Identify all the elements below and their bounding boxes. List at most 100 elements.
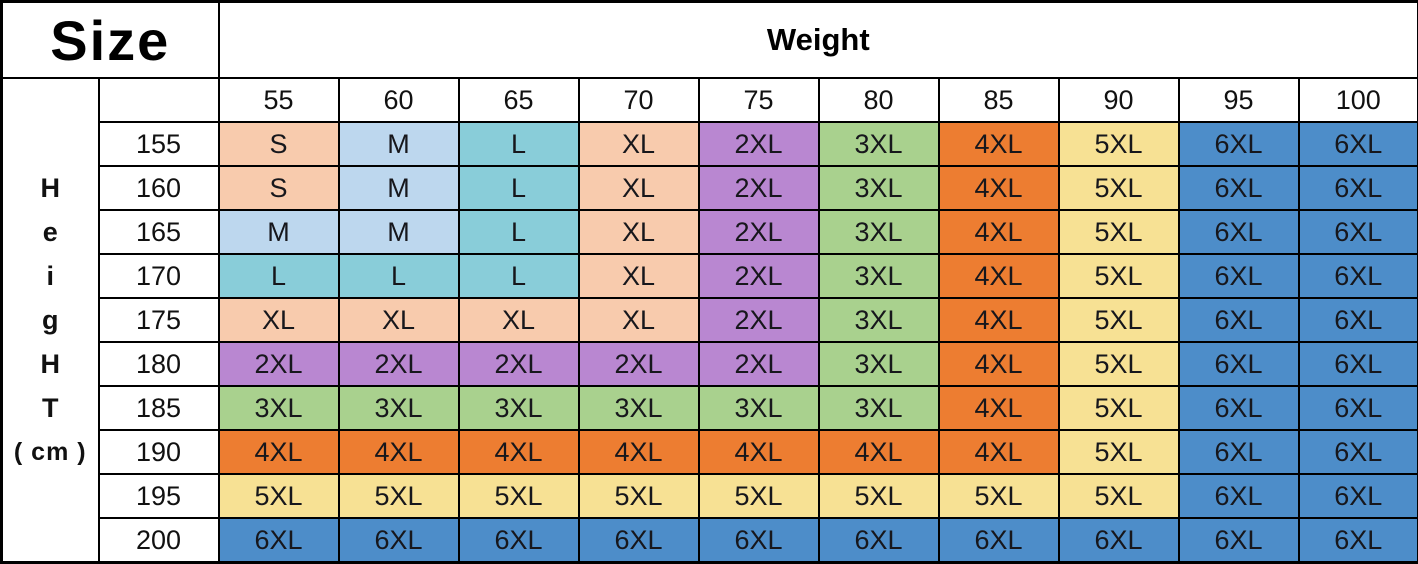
size-cell-h195-w70: 5XL	[577, 473, 700, 520]
size-cell-h170-w90: 5XL	[1057, 253, 1180, 300]
size-cell-h155-w95: 6XL	[1177, 121, 1300, 168]
size-cell-h190-w55: 4XL	[217, 429, 340, 476]
size-cell-h155-w100: 6XL	[1297, 121, 1418, 168]
size-cell-h165-w100: 6XL	[1297, 209, 1418, 256]
size-cell-h180-w100: 6XL	[1297, 341, 1418, 388]
weight-col-header-70: 70	[577, 77, 700, 124]
size-cell-h195-w100: 6XL	[1297, 473, 1418, 520]
size-cell-h175-w70: XL	[577, 297, 700, 344]
height-axis-letter: i	[46, 261, 54, 292]
size-cell-h165-w70: XL	[577, 209, 700, 256]
size-cell-h175-w80: 3XL	[817, 297, 940, 344]
size-cell-h180-w80: 3XL	[817, 341, 940, 388]
height-value-195: 195	[97, 473, 220, 520]
size-cell-h175-w55: XL	[217, 297, 340, 344]
size-cell-h185-w80: 3XL	[817, 385, 940, 432]
size-cell-h180-w95: 6XL	[1177, 341, 1300, 388]
size-cell-h180-w70: 2XL	[577, 341, 700, 388]
size-cell-h185-w60: 3XL	[337, 385, 460, 432]
size-cell-h190-w60: 4XL	[337, 429, 460, 476]
height-axis-letter: ( cm )	[13, 438, 87, 467]
size-cell-h195-w80: 5XL	[817, 473, 940, 520]
height-row-160: 160 S M L XL 2XL 3XL 4XL 5XL 6XL 6XL	[2, 165, 1418, 212]
height-row-155: 155 S M L XL 2XL 3XL 4XL 5XL 6XL 6XL	[2, 121, 1418, 168]
size-cell-h185-w95: 6XL	[1177, 385, 1300, 432]
size-cell-h200-w80: 6XL	[817, 517, 940, 564]
size-cell-h175-w85: 4XL	[937, 297, 1060, 344]
size-cell-h190-w65: 4XL	[457, 429, 580, 476]
size-cell-h160-w100: 6XL	[1297, 165, 1418, 212]
size-cell-h175-w65: XL	[457, 297, 580, 344]
height-row-195: 195 5XL 5XL 5XL 5XL 5XL 5XL 5XL 5XL 6XL 6XL	[2, 473, 1418, 520]
size-cell-h155-w85: 4XL	[937, 121, 1060, 168]
height-axis-letter: H	[40, 349, 61, 380]
height-value-160: 160	[97, 165, 220, 212]
size-cell-h190-w100: 6XL	[1297, 429, 1418, 476]
size-cell-h160-w75: 2XL	[697, 165, 820, 212]
size-cell-h200-w85: 6XL	[937, 517, 1060, 564]
size-cell-h200-w100: 6XL	[1297, 517, 1418, 564]
height-row-185: 185 3XL 3XL 3XL 3XL 3XL 3XL 4XL 5XL 6XL 6XL	[2, 385, 1418, 432]
size-cell-h170-w95: 6XL	[1177, 253, 1300, 300]
height-value-180: 180	[97, 341, 220, 388]
size-cell-h160-w85: 4XL	[937, 165, 1060, 212]
size-cell-h180-w85: 4XL	[937, 341, 1060, 388]
size-cell-h190-w70: 4XL	[577, 429, 700, 476]
size-cell-h195-w75: 5XL	[697, 473, 820, 520]
size-cell-h185-w85: 4XL	[937, 385, 1060, 432]
height-value-175: 175	[97, 297, 220, 344]
height-value-155: 155	[97, 121, 220, 168]
empty-corner-cell	[97, 77, 220, 124]
size-cell-h170-w85: 4XL	[937, 253, 1060, 300]
size-cell-h170-w70: XL	[577, 253, 700, 300]
size-cell-h200-w55: 6XL	[217, 517, 340, 564]
size-cell-h195-w95: 6XL	[1177, 473, 1300, 520]
size-cell-h185-w100: 6XL	[1297, 385, 1418, 432]
size-cell-h170-w80: 3XL	[817, 253, 940, 300]
size-cell-h200-w65: 6XL	[457, 517, 580, 564]
size-cell-h155-w70: XL	[577, 121, 700, 168]
size-cell-h185-w70: 3XL	[577, 385, 700, 432]
height-axis-letter: g	[42, 305, 59, 336]
height-row-165: 165 M M L XL 2XL 3XL 4XL 5XL 6XL 6XL	[2, 209, 1418, 256]
size-cell-h200-w60: 6XL	[337, 517, 460, 564]
size-cell-h170-w55: L	[217, 253, 340, 300]
size-cell-h190-w80: 4XL	[817, 429, 940, 476]
weight-col-header-75: 75	[697, 77, 820, 124]
size-cell-h200-w70: 6XL	[577, 517, 700, 564]
size-cell-h165-w80: 3XL	[817, 209, 940, 256]
size-cell-h160-w65: L	[457, 165, 580, 212]
size-cell-h160-w55: S	[217, 165, 340, 212]
size-cell-h160-w95: 6XL	[1177, 165, 1300, 212]
size-cell-h170-w65: L	[457, 253, 580, 300]
size-cell-h185-w55: 3XL	[217, 385, 340, 432]
size-cell-h165-w60: M	[337, 209, 460, 256]
size-cell-h155-w65: L	[457, 121, 580, 168]
size-cell-h175-w60: XL	[337, 297, 460, 344]
size-cell-h195-w65: 5XL	[457, 473, 580, 520]
size-cell-h180-w65: 2XL	[457, 341, 580, 388]
size-cell-h180-w60: 2XL	[337, 341, 460, 388]
size-cell-h160-w90: 5XL	[1057, 165, 1180, 212]
height-row-180: 180 2XL 2XL 2XL 2XL 2XL 3XL 4XL 5XL 6XL 6XL	[2, 341, 1418, 388]
size-cell-h160-w60: M	[337, 165, 460, 212]
height-row-190: 190 4XL 4XL 4XL 4XL 4XL 4XL 4XL 5XL 6XL 6XL	[2, 429, 1418, 476]
weight-col-header-90: 90	[1057, 77, 1180, 124]
size-cell-h170-w100: 6XL	[1297, 253, 1418, 300]
size-cell-h165-w65: L	[457, 209, 580, 256]
size-cell-h185-w65: 3XL	[457, 385, 580, 432]
size-cell-h170-w60: L	[337, 253, 460, 300]
size-cell-h190-w90: 5XL	[1057, 429, 1180, 476]
size-cell-h195-w60: 5XL	[337, 473, 460, 520]
height-value-200: 200	[97, 517, 220, 564]
size-cell-h165-w95: 6XL	[1177, 209, 1300, 256]
size-cell-h155-w60: M	[337, 121, 460, 168]
size-cell-h180-w55: 2XL	[217, 341, 340, 388]
size-cell-h165-w90: 5XL	[1057, 209, 1180, 256]
size-cell-h200-w90: 6XL	[1057, 517, 1180, 564]
